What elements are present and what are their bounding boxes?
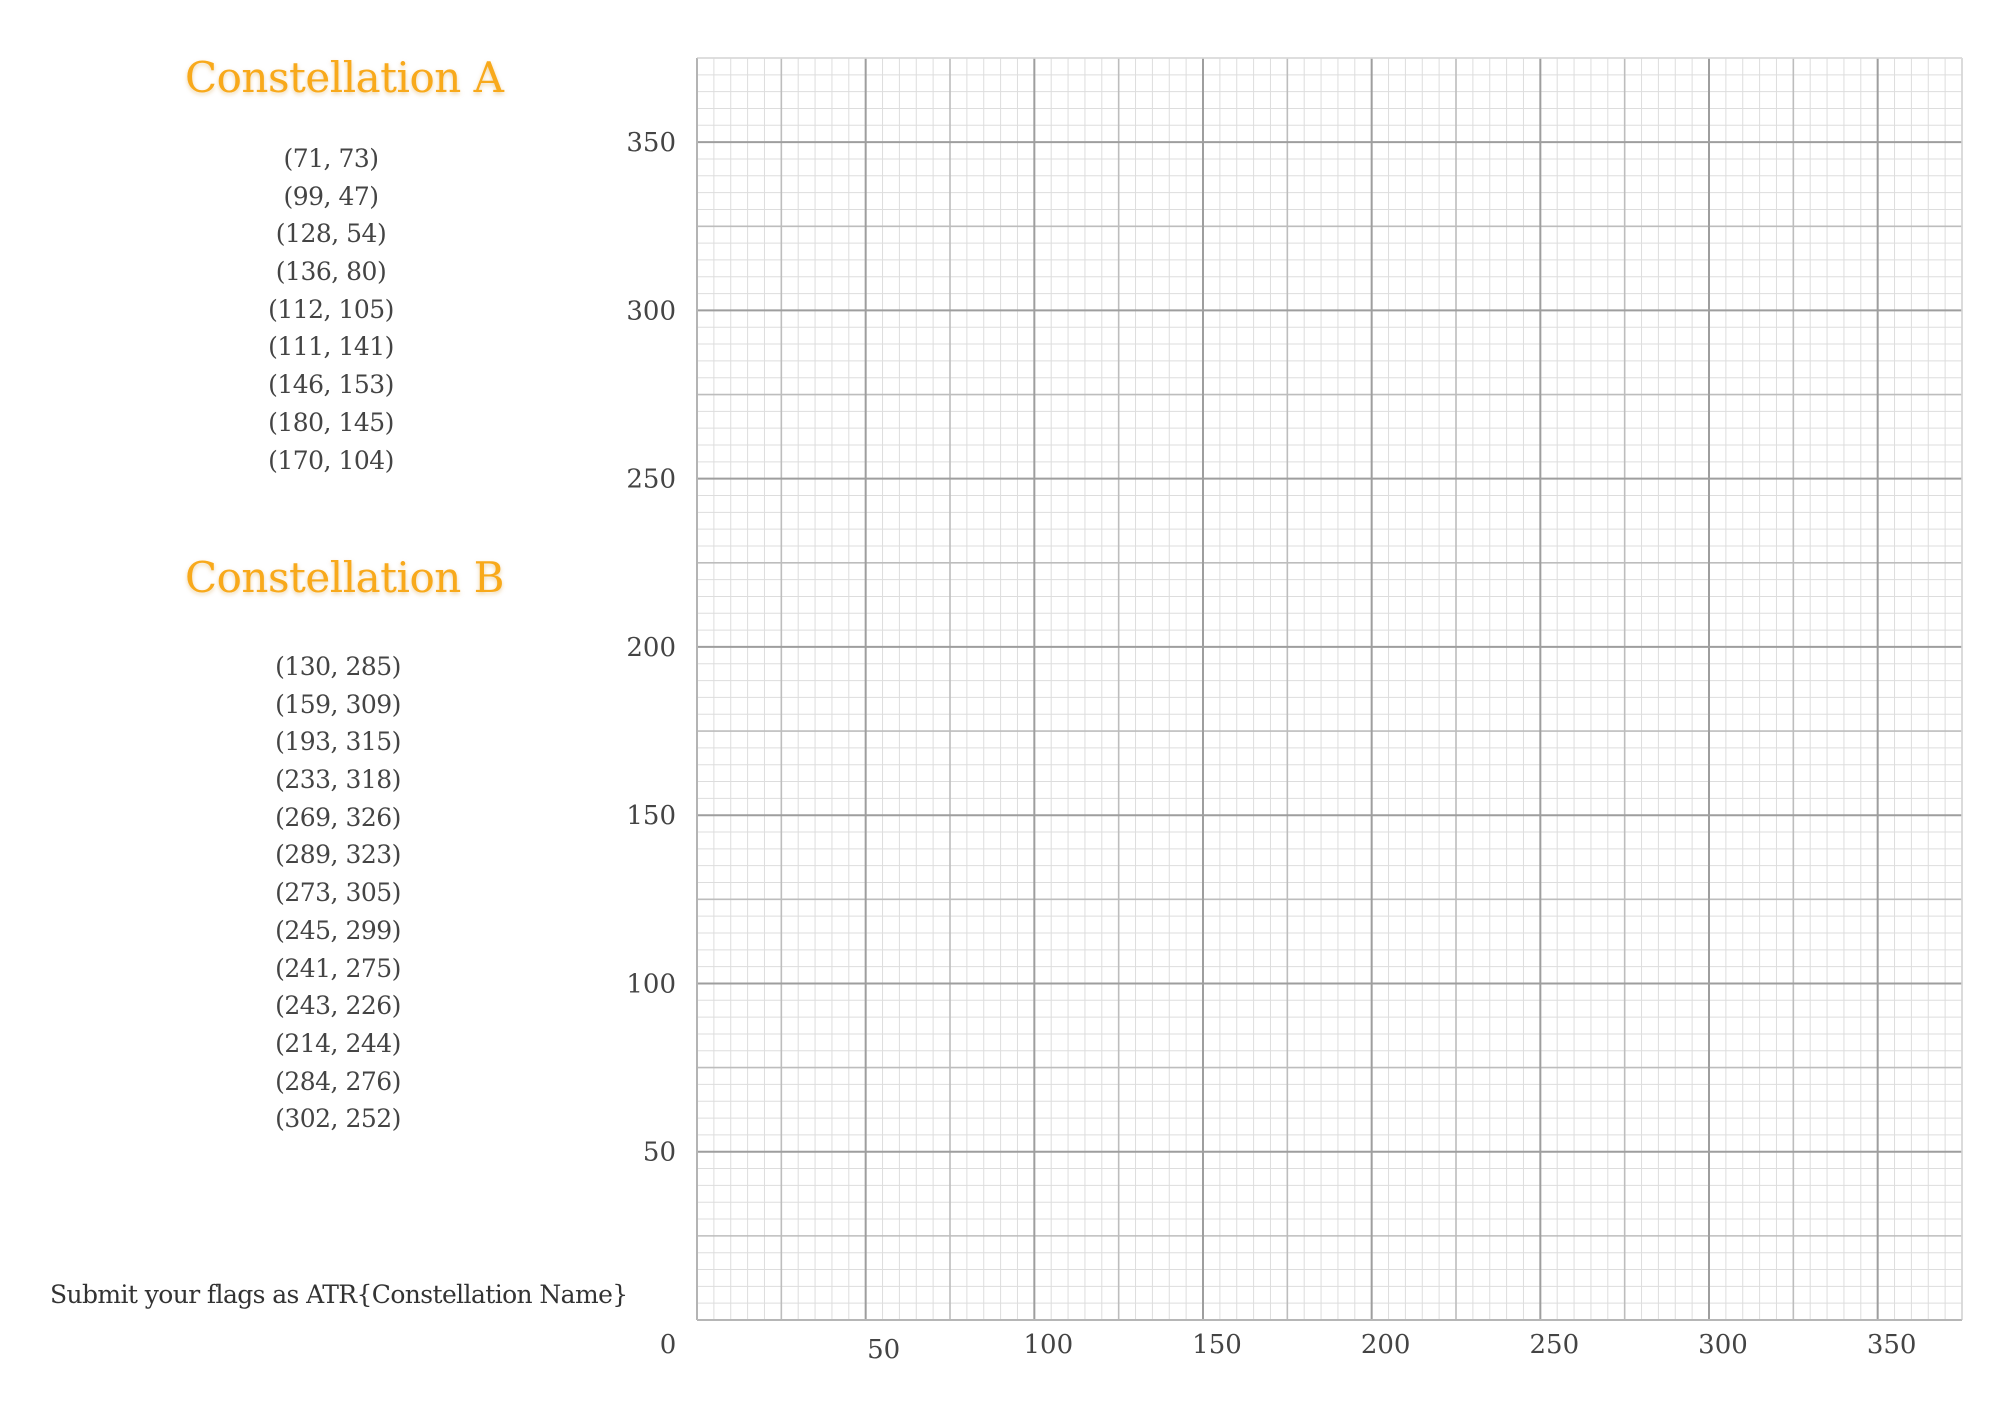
constellation-b-coordinate: (130, 285) xyxy=(275,652,401,681)
constellation-a-coordinate: (180, 145) xyxy=(268,407,394,437)
flag-format-note: Submit your flags as ATR{Constellation N… xyxy=(50,1280,628,1309)
minor-grid-lines xyxy=(697,58,1962,1320)
constellation-b-coordinate: (193, 315) xyxy=(275,727,401,757)
x-tick-label: 50 xyxy=(867,1335,900,1365)
constellation-b-coordinate: (269, 326) xyxy=(275,802,401,832)
constellation-a-coordinates: (71, 73) (99, 47) (128, 54) (136, 80) (112, … xyxy=(231,140,431,479)
mid-grid-lines xyxy=(697,57,1963,1320)
y-tick-label: 50 xyxy=(643,1138,676,1168)
constellation-b-coordinate: (159, 309) xyxy=(275,689,401,719)
constellation-b-coordinate: (233, 318) xyxy=(275,765,401,795)
constellation-a-coordinate: (170, 104) xyxy=(268,445,394,475)
x-tick-label: 100 xyxy=(1024,1330,1074,1360)
constellation-b-coordinate: (245, 299) xyxy=(275,915,401,945)
x-tick-label: 350 xyxy=(1867,1330,1917,1360)
y-tick-label: 150 xyxy=(626,801,676,831)
constellation-a-coordinate: (112, 105) xyxy=(268,294,394,324)
y-tick-label: 100 xyxy=(626,969,676,999)
constellation-b-coordinate: (284, 276) xyxy=(275,1066,401,1096)
constellation-a-title: Constellation A xyxy=(185,53,504,102)
constellation-a-coordinate: (99, 47) xyxy=(283,181,379,211)
constellation-a-coordinate: (111, 141) xyxy=(268,332,394,362)
constellation-b-coordinate: (289, 323) xyxy=(275,840,401,870)
x-axis-tick-labels: 50 100 150 200 250 300 350 xyxy=(867,1330,1916,1365)
y-tick-label: 350 xyxy=(626,128,676,158)
constellation-b-coordinate: (214, 244) xyxy=(275,1028,401,1058)
constellation-b-coordinate: (273, 305) xyxy=(275,878,401,908)
major-grid-lines xyxy=(696,57,1963,1321)
x-tick-label: 200 xyxy=(1361,1330,1411,1360)
x-tick-label: 300 xyxy=(1698,1330,1748,1360)
y-tick-label: 200 xyxy=(626,633,676,663)
x-tick-label: 150 xyxy=(1192,1330,1242,1360)
y-tick-label: 300 xyxy=(626,296,676,326)
y-tick-label: 250 xyxy=(626,465,676,495)
constellation-b-coordinate: (243, 226) xyxy=(275,991,401,1021)
constellation-a-coordinate: (146, 153) xyxy=(268,370,394,400)
constellation-b-coordinate: (241, 275) xyxy=(275,953,401,983)
constellation-b-coordinates: (130, 285) (159, 309) (193, 315) (233, 318)… xyxy=(238,648,438,1138)
x-tick-label: 250 xyxy=(1530,1330,1580,1360)
constellation-a-coordinate: (136, 80) xyxy=(275,257,387,287)
constellation-a-coordinate: (71, 73) xyxy=(283,144,379,173)
constellation-b-coordinate: (302, 252) xyxy=(275,1104,401,1134)
origin-tick-label: 0 xyxy=(660,1330,677,1360)
y-axis-tick-labels: 50 100 150 200 250 300 350 xyxy=(626,128,676,1168)
constellation-b-title: Constellation B xyxy=(185,553,505,602)
constellation-a-coordinate: (128, 54) xyxy=(275,219,387,249)
